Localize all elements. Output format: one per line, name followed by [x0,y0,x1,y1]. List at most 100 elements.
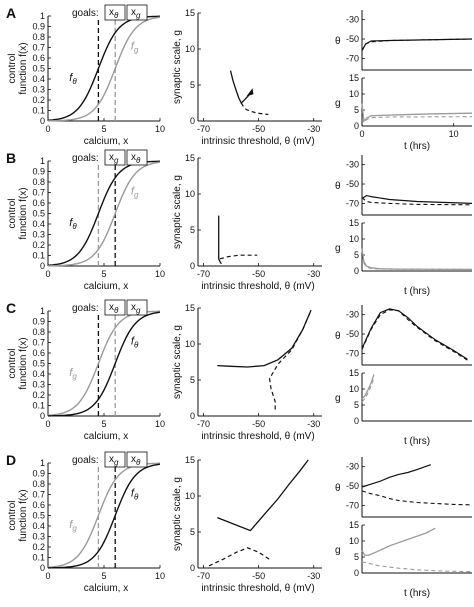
theta-axis-label: θ [335,331,341,342]
theta-trace-dashed [361,309,468,361]
y-tick-label: 15 [349,368,359,378]
sigmoid-curve [47,161,161,267]
y-tick-label: 0 [190,563,195,573]
g-time-plot: 0 5 10 15 g t (hrs) [335,520,473,599]
time-axis-label: t (hrs) [404,286,430,297]
y-tick-label: 0.4 [32,521,45,531]
phase-trajectory-dashed [219,254,258,260]
y-tick-label: 5 [190,80,195,90]
x-tick-label: -50 [252,269,265,279]
x-tick-label: -50 [252,419,265,429]
phase-trajectory-dashed [240,102,269,116]
panel-d: D00.10.20.30.40.50.60.70.80.910 5 10calciu… [6,451,473,599]
y-axis-label: controlfunction f(x) [7,337,29,389]
x-tick-label: 0 [359,129,364,139]
phase-trajectory-solid [217,459,309,532]
y-axis-label: controlfunction f(x) [7,42,29,94]
y-tick-label: 0.7 [32,338,45,348]
y-tick-label: 10 [349,89,359,99]
goals-label: goals: [72,303,99,314]
x-tick-label: -70 [197,124,210,134]
y-tick-label: 0.2 [32,240,45,250]
y-tick-label: 0.8 [32,177,45,187]
curve-label: fθ [131,336,139,350]
goal-box [126,149,148,166]
y-tick-label: 0.9 [32,22,45,32]
y-tick-label: 0.6 [32,198,45,208]
y-tick-label: -50 [346,34,359,44]
y-tick-label: 15 [185,455,195,465]
sigmoid-curve [47,462,161,568]
y-tick-label: 0.8 [32,479,45,489]
y-axis-label: controlfunction f(x) [7,489,29,541]
y-tick-label: 15 [349,218,359,228]
goal-box [104,4,126,21]
panel-letter: C [6,300,16,316]
x-tick-label: -30 [307,124,320,134]
theta-trace-solid [361,308,468,360]
y-axis-label: synaptic scale, g [172,30,183,104]
g-axis-label: g [335,98,341,109]
g-axis-label: g [335,243,341,254]
goals-label: goals: [72,153,99,164]
phase-trajectory-solid [218,215,222,265]
g-axis-label: g [335,545,341,556]
g-trace-dashed [361,377,375,403]
y-tick-label: 0.7 [32,43,45,53]
theta-trace-dashed [361,490,473,506]
panel-letter: A [6,5,16,21]
theta-axis-label: θ [335,36,341,47]
curve-label: fg [131,41,139,55]
y-tick-label: 1 [40,11,45,21]
goal-box [104,149,126,166]
y-tick-label: 0 [40,563,45,573]
y-tick-label: 5 [354,400,359,410]
trajectory-end-marker [246,88,254,97]
theta-axis-label: θ [335,483,341,494]
x-tick-label: 10 [155,269,165,279]
y-axis-label: synaptic scale, g [172,175,183,249]
time-axis-label: t (hrs) [404,141,430,152]
g-trace-dashed [361,248,473,270]
sigmoid-curve [47,463,161,569]
y-tick-label: 0.2 [32,390,45,400]
y-tick-label: 10 [185,44,195,54]
goal-symbol: xg [131,302,141,315]
y-tick-label: 0 [190,411,195,421]
g-trace-dashed [361,561,473,573]
phase-trajectory-dashed [208,547,270,567]
curve-label: fg [69,367,77,381]
y-tick-label: 1 [40,156,45,166]
time-axis-label: t (hrs) [404,436,430,447]
y-tick-label: 0.3 [32,532,45,542]
sigmoid-curve [47,310,161,416]
panel-c: C00.10.20.30.40.50.60.70.80.910 5 10calciu… [6,299,472,447]
y-tick-label: 0.1 [32,251,45,261]
y-tick-label: 0.8 [32,327,45,337]
x-tick-label: -30 [307,571,320,581]
y-tick-label: 0.8 [32,32,45,42]
y-tick-label: 5 [190,225,195,235]
g-trace-solid [361,527,436,557]
sigmoid-curve [47,15,161,121]
curve-label: fθ [69,72,77,86]
y-tick-label: -70 [346,198,359,208]
x-tick-label: 5 [101,419,106,429]
y-tick-label: 0.1 [32,401,45,411]
y-tick-label: 0.6 [32,348,45,358]
theta-trace-dashed [361,197,473,206]
y-tick-label: 0.6 [32,500,45,510]
x-axis-label: intrinsic threshold, θ (mV) [201,136,314,147]
y-tick-label: 15 [349,520,359,530]
y-tick-label: -70 [346,500,359,510]
g-time-plot: 0 5 10 15 g t (hrs) [335,368,472,447]
y-tick-label: 5 [354,552,359,562]
y-tick-label: -30 [346,462,359,472]
y-tick-label: 0.7 [32,490,45,500]
y-tick-label: 0.5 [32,209,45,219]
phase-plane-plot: 0 5 10 15 -70 -50 -30 intrinsic threshold, θ (m… [172,8,322,147]
x-tick-label: -50 [252,124,265,134]
panel-b: B00.10.20.30.40.50.60.70.80.910 5 10calciu… [6,149,473,297]
y-tick-label: 0.5 [32,511,45,521]
y-tick-label: 0.4 [32,74,45,84]
